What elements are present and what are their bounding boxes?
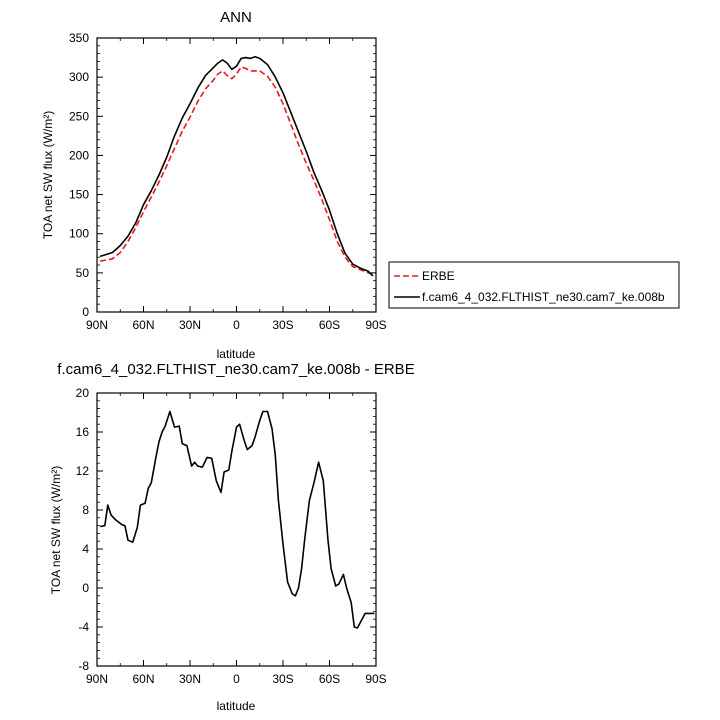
panel1-plot-area [96, 37, 377, 313]
panel1-series-erbe-line [99, 66, 374, 276]
panel1-title: ANN [220, 9, 252, 26]
panel2-ytick-label: 8 [82, 503, 89, 517]
panel2-ytick-label: 12 [76, 464, 90, 478]
panel2-xtick-label: 90N [86, 672, 108, 686]
panel2-ytick-label: 20 [76, 386, 90, 400]
panel1-legend: ERBE f.cam6_4_032.FLTHIST_ne30.cam7_ke.0… [388, 261, 680, 309]
panel2-series-difference-line [99, 410, 375, 629]
panel1-series-model-line [99, 55, 374, 277]
panel1-y-ticks: 0 50 100 150 200 250 300 350 [69, 31, 376, 319]
panel1-x-ticks: 90N 60N 30N 0 30S 60S 90S [86, 38, 387, 332]
panel2-y-ticks: -8 -4 0 4 8 12 16 20 [76, 386, 376, 673]
panel1-xtick-label: 60N [132, 318, 154, 332]
panel2-ytick-label: 16 [76, 425, 90, 439]
panel2-xtick-label: 30S [272, 672, 293, 686]
panel1-ytick-label: 50 [76, 266, 90, 280]
legend-label-erbe: ERBE [422, 269, 455, 283]
panel1-xtick-label: 90N [86, 318, 108, 332]
panel2-xtick-label: 90S [365, 672, 386, 686]
panel2-xtick-label: 30N [179, 672, 201, 686]
panel2-title: f.cam6_4_032.FLTHIST_ne30.cam7_ke.008b -… [57, 361, 414, 378]
legend-box [388, 261, 680, 309]
panel1-ytick-label: 150 [69, 188, 89, 202]
panel2-y-axis-label: TOA net SW flux (W/m²) [49, 466, 63, 594]
panel1-x-axis-label: latitude [217, 347, 256, 361]
panel2-x-ticks: 90N 60N 30N 0 30S 60S 90S [86, 393, 387, 686]
panel2-x-axis-label: latitude [217, 699, 256, 713]
panel1-xtick-label: 30N [179, 318, 201, 332]
panel2-xtick-label: 60N [132, 672, 154, 686]
panel2-ytick-label: 0 [82, 581, 89, 595]
panel1-ytick-label: 100 [69, 227, 89, 241]
panel1-ytick-label: 0 [82, 305, 89, 319]
panel2-ytick-label: -8 [78, 659, 89, 673]
panel1-xtick-label: 30S [272, 318, 293, 332]
panel1-xtick-label: 90S [365, 318, 386, 332]
panel1-y-axis-label: TOA net SW flux (W/m²) [41, 111, 55, 239]
panel2-plot-area [96, 392, 377, 667]
panel1-xtick-label: 0 [233, 318, 240, 332]
panel1-xtick-label: 60S [319, 318, 340, 332]
panel1-ytick-label: 200 [69, 148, 89, 162]
panel1-ytick-label: 250 [69, 109, 89, 123]
panel1-ytick-label: 300 [69, 70, 89, 84]
panel2-ytick-label: -4 [78, 620, 89, 634]
panel2-ytick-label: 4 [82, 542, 89, 556]
panel1-ytick-label: 350 [69, 31, 89, 45]
panel2-xtick-label: 60S [319, 672, 340, 686]
panel2-xtick-label: 0 [233, 672, 240, 686]
panel2-frame [96, 392, 377, 667]
legend-label-model: f.cam6_4_032.FLTHIST_ne30.cam7_ke.008b [422, 290, 665, 304]
panel1-frame [96, 37, 377, 313]
